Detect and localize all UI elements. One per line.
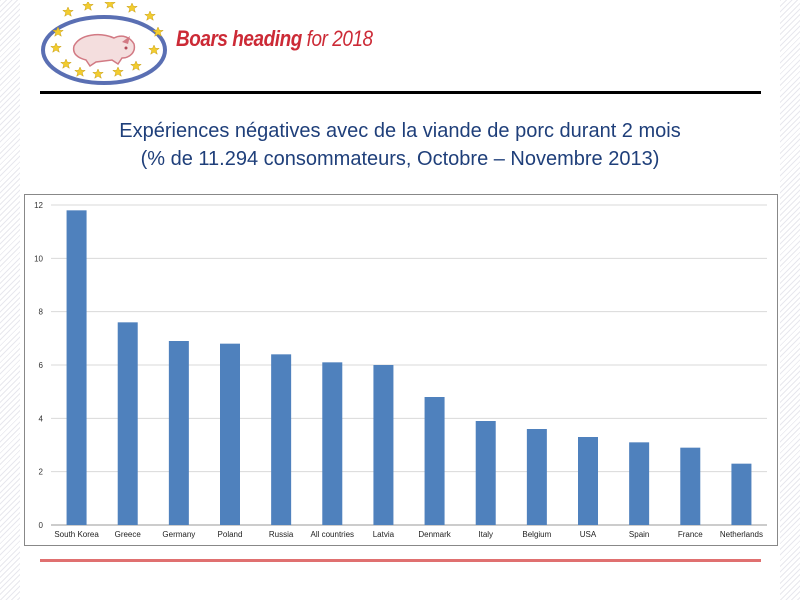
bar-latvia bbox=[373, 365, 394, 525]
y-tick-label: 0 bbox=[39, 521, 44, 530]
logo-star-icon bbox=[152, 26, 164, 37]
logo-star-icon bbox=[92, 68, 104, 79]
logo-star-icon bbox=[148, 44, 160, 55]
x-tick-label: Netherlands bbox=[720, 530, 763, 539]
y-tick-label: 8 bbox=[39, 308, 44, 317]
right-border-pattern bbox=[780, 0, 800, 600]
brand-bold-text: Boars heading bbox=[176, 26, 302, 51]
brand-title: Boars heading for 2018 bbox=[176, 26, 373, 52]
logo-star-icon bbox=[62, 6, 74, 17]
x-tick-label: Greece bbox=[115, 530, 142, 539]
bar-netherlands bbox=[731, 463, 752, 525]
y-tick-label: 2 bbox=[39, 468, 44, 477]
logo-star-icon bbox=[60, 58, 72, 69]
logo-star-icon bbox=[52, 26, 64, 37]
y-tick-label: 4 bbox=[39, 414, 44, 423]
x-tick-label: Belgium bbox=[522, 530, 551, 539]
page-title: Expériences négatives avec de la viande … bbox=[30, 117, 770, 173]
y-tick-label: 6 bbox=[39, 361, 44, 370]
title-line-2: (% de 11.294 consommateurs, Octobre – No… bbox=[140, 148, 660, 170]
x-tick-label: Russia bbox=[269, 530, 294, 539]
brand-regular-text: for 2018 bbox=[301, 26, 373, 51]
bar-south-korea bbox=[66, 210, 87, 526]
x-tick-label: USA bbox=[580, 530, 597, 539]
bar-chart: 0 2 4 6 8 10 12 South Korea Greece Germany Poland R… bbox=[24, 194, 778, 546]
logo-star-icon bbox=[126, 2, 138, 13]
bar-russia bbox=[271, 354, 292, 525]
x-tick-label: South Korea bbox=[54, 530, 99, 539]
logo-star-icon bbox=[130, 60, 142, 71]
y-tick-label: 10 bbox=[34, 254, 43, 263]
y-tick-label: 12 bbox=[34, 201, 43, 210]
bar-all-countries bbox=[322, 362, 343, 525]
x-tick-label: Italy bbox=[478, 530, 493, 539]
x-tick-label: Latvia bbox=[373, 530, 395, 539]
logo-star-icon bbox=[112, 66, 124, 77]
x-tick-label: France bbox=[678, 530, 703, 539]
title-line-1: Expériences négatives avec de la viande … bbox=[119, 120, 681, 142]
bar-belgium bbox=[526, 429, 547, 525]
logo-star-icon bbox=[50, 42, 62, 53]
logo-star-icon bbox=[82, 2, 94, 11]
logo-star-icon bbox=[104, 2, 116, 9]
bar-spain bbox=[629, 442, 650, 525]
logo-star-icon bbox=[144, 10, 156, 21]
bar-denmark bbox=[424, 397, 445, 525]
bar-germany bbox=[168, 341, 189, 525]
x-tick-label: All countries bbox=[310, 530, 354, 539]
x-tick-label: Germany bbox=[162, 530, 195, 539]
boar-logo-icon bbox=[41, 2, 167, 85]
bottom-divider bbox=[40, 559, 761, 562]
left-border-pattern bbox=[0, 0, 20, 600]
logo-star-icon bbox=[74, 66, 86, 77]
bar-italy bbox=[475, 421, 496, 525]
bar-france bbox=[680, 447, 701, 525]
bar-greece bbox=[117, 322, 138, 525]
x-tick-label: Denmark bbox=[418, 530, 451, 539]
bar-usa bbox=[578, 437, 598, 525]
top-divider bbox=[40, 91, 761, 94]
x-tick-label: Poland bbox=[218, 530, 243, 539]
chart-canvas: 0 2 4 6 8 10 12 South Korea Greece Germany Poland R… bbox=[34, 201, 767, 539]
x-tick-label: Spain bbox=[629, 530, 649, 539]
bar-poland bbox=[220, 343, 240, 525]
